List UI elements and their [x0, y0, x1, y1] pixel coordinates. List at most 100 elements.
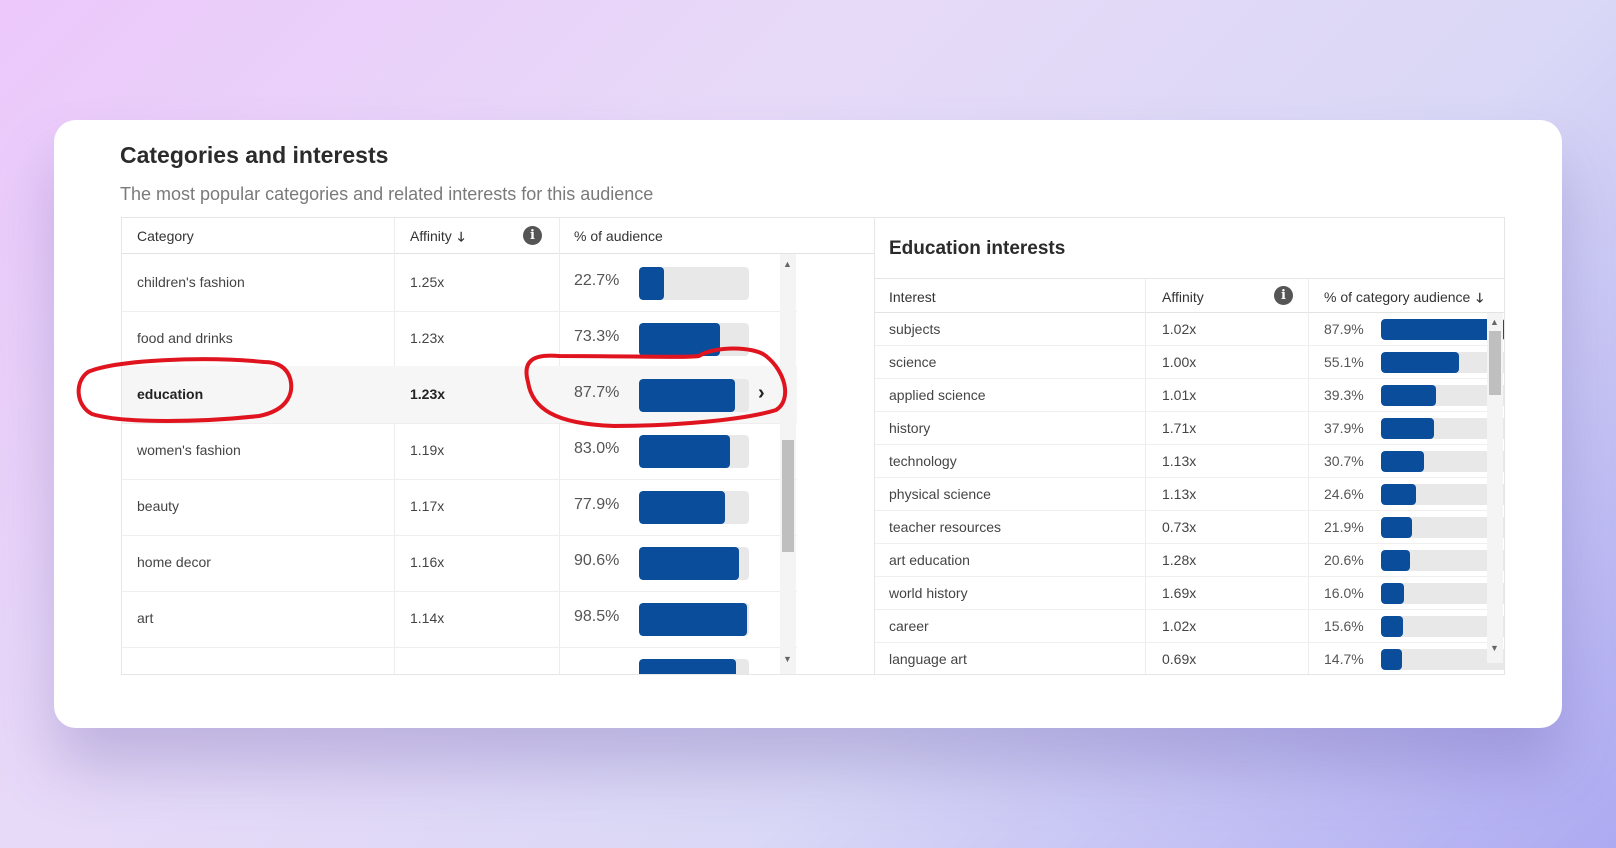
- column-header-affinity[interactable]: Affinity 🡓: [410, 228, 465, 250]
- category-affinity: 1.17x: [410, 498, 445, 514]
- percent-bar-track: [639, 267, 749, 300]
- scrollbar-thumb[interactable]: [1489, 331, 1501, 395]
- interest-row[interactable]: science 1.00x 55.1%: [875, 346, 1504, 379]
- percent-bar-track: [639, 547, 749, 580]
- percent-bar: [1381, 451, 1425, 472]
- interest-percent: 37.9%: [1324, 420, 1364, 436]
- interest-affinity: 1.28x: [1162, 552, 1197, 568]
- interest-percent: 21.9%: [1324, 519, 1364, 535]
- card-subtitle: The most popular categories and related …: [120, 184, 654, 204]
- percent-bar-track: [639, 491, 749, 524]
- info-icon[interactable]: i: [523, 226, 542, 245]
- category-affinity: 1.19x: [410, 442, 445, 458]
- interest-name: language art: [889, 651, 967, 667]
- interest-row[interactable]: history 1.71x 37.9%: [875, 412, 1504, 445]
- interests-table-header: Interest Affinity i % of category audien…: [875, 279, 1504, 313]
- percent-bar: [1381, 649, 1402, 670]
- percent-bar-track: [1381, 649, 1504, 670]
- percent-bar-track: [1381, 517, 1504, 538]
- percent-bar: [1381, 616, 1403, 637]
- categories-card: Categories and interests The most popula…: [54, 120, 1562, 728]
- sort-arrow-down-icon[interactable]: 🡓: [457, 229, 465, 244]
- percent-bar-track: [1381, 550, 1504, 571]
- category-affinity: 1.23x: [410, 330, 445, 346]
- category-row[interactable]: education 1.23x 87.7% ›: [122, 366, 797, 424]
- column-header-category[interactable]: Category: [137, 228, 194, 244]
- percent-bar-track: [1381, 616, 1504, 637]
- interest-affinity: 1.00x: [1162, 354, 1197, 370]
- sort-arrow-down-icon[interactable]: 🡓: [1476, 290, 1484, 305]
- category-affinity: 1.16x: [410, 554, 445, 570]
- column-header-category-percent[interactable]: % of category audience 🡓: [1324, 289, 1483, 311]
- interest-row[interactable]: technology 1.13x 30.7%: [875, 445, 1504, 478]
- interest-affinity: 1.13x: [1162, 486, 1197, 502]
- categories-table-header: Category Affinity 🡓 i % of audience: [122, 218, 874, 254]
- interest-name: art education: [889, 552, 970, 568]
- percent-bar-track: [1381, 385, 1504, 406]
- category-row[interactable]: [122, 646, 797, 674]
- percent-bar: [639, 603, 748, 636]
- category-row[interactable]: women's fashion 1.19x 83.0%: [122, 422, 797, 480]
- scroll-down-icon[interactable]: ▼: [1490, 643, 1499, 653]
- category-name: children's fashion: [137, 274, 245, 290]
- percent-bar-track: [1381, 583, 1504, 604]
- interests-panel: Education interests Interest Affinity i …: [875, 217, 1505, 675]
- percent-bar: [639, 267, 664, 300]
- interest-affinity: 1.69x: [1162, 585, 1197, 601]
- percent-bar-track: [639, 435, 749, 468]
- interest-row[interactable]: teacher resources 0.73x 21.9%: [875, 511, 1504, 544]
- category-percent-header-label: % of category audience: [1324, 289, 1471, 305]
- category-name: beauty: [137, 498, 180, 514]
- percent-bar: [639, 435, 731, 468]
- interest-name: physical science: [889, 486, 991, 502]
- interest-row[interactable]: subjects 1.02x 87.9%: [875, 313, 1504, 346]
- chevron-right-icon[interactable]: ›: [758, 382, 765, 404]
- category-row[interactable]: home decor 1.16x 90.6%: [122, 534, 797, 592]
- interest-row[interactable]: applied science 1.01x 39.3%: [875, 379, 1504, 412]
- interest-affinity: 1.01x: [1162, 387, 1197, 403]
- interest-affinity: 1.71x: [1162, 420, 1197, 436]
- interest-row[interactable]: world history 1.69x 16.0%: [875, 577, 1504, 610]
- scroll-up-icon[interactable]: ▲: [1490, 317, 1499, 327]
- card-title: Categories and interests: [120, 142, 389, 168]
- percent-bar-track: [1381, 418, 1504, 439]
- categories-table: Category Affinity 🡓 i % of audience child…: [121, 217, 875, 675]
- category-percent: 98.5%: [574, 608, 620, 625]
- interests-panel-header: Education interests: [875, 218, 1504, 279]
- percent-bar: [1381, 418, 1435, 439]
- interests-scrollbar[interactable]: ▲ ▼: [1487, 313, 1503, 663]
- interest-row[interactable]: art education 1.28x 20.6%: [875, 544, 1504, 577]
- interest-percent: 30.7%: [1324, 453, 1364, 469]
- category-row[interactable]: beauty 1.17x 77.9%: [122, 478, 797, 536]
- interest-name: world history: [889, 585, 968, 601]
- category-name: food and drinks: [137, 330, 233, 346]
- category-row[interactable]: food and drinks 1.23x 73.3%: [122, 310, 797, 368]
- percent-bar: [1381, 352, 1459, 373]
- interest-percent: 39.3%: [1324, 387, 1364, 403]
- interest-row[interactable]: physical science 1.13x 24.6%: [875, 478, 1504, 511]
- category-row[interactable]: art 1.14x 98.5%: [122, 590, 797, 648]
- column-header-percent[interactable]: % of audience: [574, 228, 663, 244]
- interest-name: technology: [889, 453, 957, 469]
- column-header-interest-affinity[interactable]: Affinity: [1162, 289, 1204, 305]
- scroll-up-icon[interactable]: ▲: [783, 259, 792, 269]
- interest-row[interactable]: language art 0.69x 14.7%: [875, 643, 1504, 674]
- category-row[interactable]: children's fashion 1.25x 22.7%: [122, 254, 797, 312]
- info-icon[interactable]: i: [1274, 286, 1293, 305]
- category-name: women's fashion: [137, 442, 241, 458]
- interest-percent: 24.6%: [1324, 486, 1364, 502]
- percent-bar-track: [639, 323, 749, 356]
- percent-bar: [639, 547, 739, 580]
- categories-scrollbar[interactable]: ▲ ▼: [780, 254, 796, 674]
- percent-bar-track: [639, 659, 749, 674]
- percent-bar: [639, 379, 736, 412]
- category-name: home decor: [137, 554, 211, 570]
- interest-affinity: 1.02x: [1162, 618, 1197, 634]
- scrollbar-thumb[interactable]: [782, 440, 794, 552]
- percent-bar: [1381, 385, 1437, 406]
- interest-row[interactable]: career 1.02x 15.6%: [875, 610, 1504, 643]
- interest-percent: 16.0%: [1324, 585, 1364, 601]
- scroll-down-icon[interactable]: ▼: [783, 654, 792, 664]
- column-header-interest[interactable]: Interest: [889, 289, 936, 305]
- interest-affinity: 0.69x: [1162, 651, 1197, 667]
